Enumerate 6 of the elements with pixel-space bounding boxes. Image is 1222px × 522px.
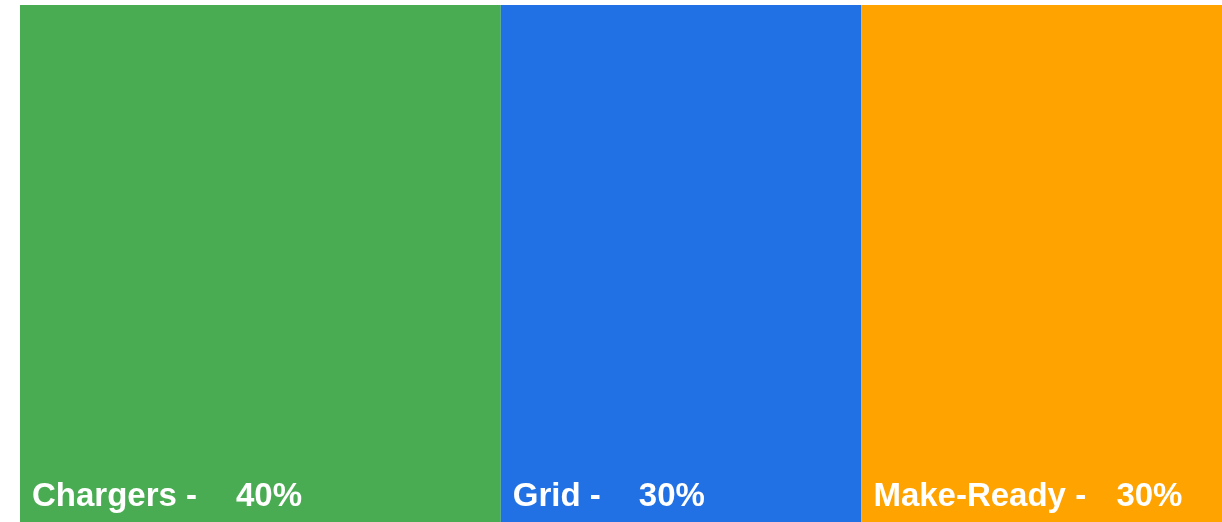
data-label: 30% [1116,476,1183,513]
category-label: Grid - [512,476,601,513]
data-label: 40% [236,476,303,513]
category-label: Make-Ready - [873,476,1087,513]
category-label: Chargers - [32,476,198,513]
data-label: 30% [638,476,705,513]
